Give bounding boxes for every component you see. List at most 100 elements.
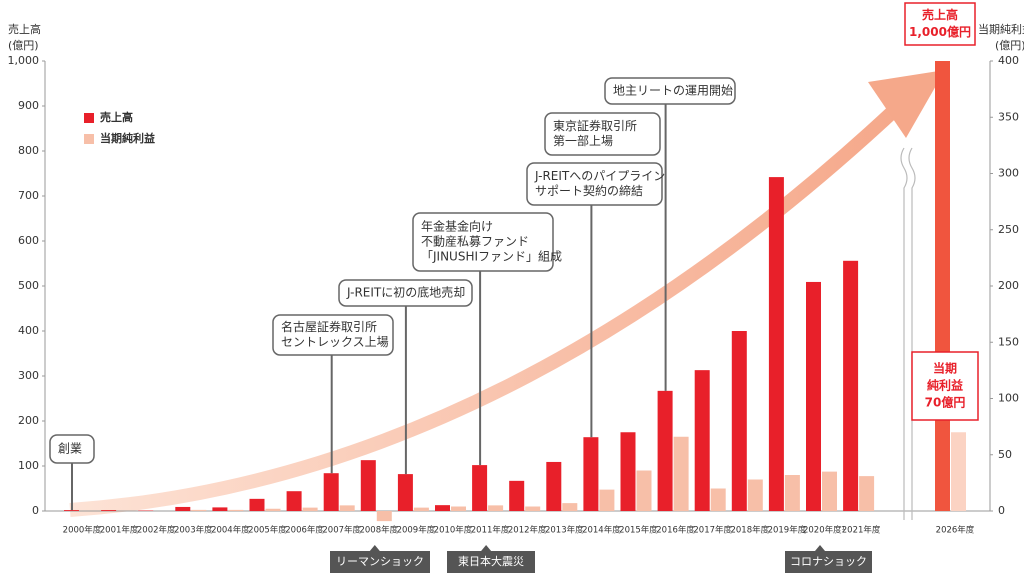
- y-tick-label: 400: [18, 324, 39, 337]
- bar: [376, 511, 392, 522]
- bar: [859, 476, 875, 511]
- y2-tick-label: 400: [998, 54, 1019, 67]
- bar: [673, 436, 689, 511]
- callout-text: 「JINUSHIファンド」組成: [421, 250, 562, 264]
- callout-text: サポート契約の締結: [535, 183, 643, 198]
- event-label: 東日本大震災: [458, 554, 524, 568]
- event-label: コロナショック: [790, 555, 867, 568]
- bar: [339, 505, 355, 511]
- bar: [694, 370, 710, 511]
- y-tick-label: 300: [18, 369, 39, 382]
- x-tick-label: 2020年度¹: [803, 525, 845, 536]
- x-tick-label: 2016年度: [656, 525, 695, 536]
- growth-arrowhead: [868, 70, 945, 138]
- x-tick-label: 2009年度: [397, 525, 436, 536]
- bar: [525, 506, 541, 511]
- callout-text: J-REITに初の底地売却: [346, 285, 465, 300]
- y2-tick-label: 100: [998, 392, 1019, 405]
- callout-text: 第一部上場: [553, 133, 613, 148]
- callout-text: 名古屋証券取引所: [281, 319, 377, 334]
- bar: [302, 507, 318, 511]
- bar: [323, 473, 339, 511]
- callout-box: [412, 212, 554, 272]
- legend-swatch: [84, 113, 94, 123]
- bar: [806, 281, 821, 511]
- event-pointer: [481, 545, 492, 551]
- y-axis-title: (億円): [8, 39, 39, 52]
- y2-tick-label: 50: [998, 448, 1012, 461]
- bar: [843, 260, 859, 511]
- y2-tick-label: 350: [998, 110, 1019, 123]
- x-tick-label: 2011年度: [471, 525, 510, 536]
- y2-tick-label: 200: [998, 279, 1019, 292]
- bar: [599, 489, 615, 511]
- callout-box: [272, 314, 394, 356]
- callout-text: 東京証券取引所: [553, 118, 637, 133]
- bar: [951, 432, 966, 511]
- y-tick-label: 800: [18, 144, 39, 157]
- y2-axis-title: 当期純利益: [978, 22, 1024, 36]
- legend-label: 売上高: [100, 110, 133, 124]
- bar: [397, 474, 413, 511]
- value-callout: [904, 2, 976, 46]
- event-box: [785, 551, 872, 573]
- x-tick-label: 2013年度: [545, 525, 584, 536]
- bar: [451, 506, 466, 511]
- x-tick-label: 2003年度: [174, 525, 213, 536]
- event-pointer: [815, 545, 825, 551]
- x-tick-label: 2017年度: [693, 525, 732, 536]
- bar: [620, 432, 636, 511]
- x-tick-label: 2015年度: [619, 525, 658, 536]
- x-tick-label: 2001年度: [100, 525, 139, 536]
- y2-tick-label: 150: [998, 335, 1019, 348]
- bar: [488, 505, 504, 511]
- x-tick-label: 2012年度: [508, 525, 547, 536]
- bar: [191, 509, 207, 511]
- bar: [546, 461, 562, 511]
- callout-box: [526, 162, 663, 206]
- axis-break: [900, 147, 916, 520]
- callout-text: セントレックス上場: [281, 335, 389, 349]
- x-tick-label: 2021年度: [842, 525, 881, 536]
- bar: [101, 510, 117, 511]
- bar: [935, 61, 950, 511]
- event-label: リーマンショック: [336, 555, 424, 568]
- bar: [747, 479, 763, 511]
- bar: [249, 498, 265, 511]
- y-axis-title: 売上高: [8, 22, 41, 36]
- bar: [360, 460, 376, 511]
- bar: [228, 509, 244, 511]
- x-tick-label: 2002年度: [137, 525, 176, 536]
- bar: [636, 470, 652, 511]
- callout-box: [338, 279, 473, 307]
- bar: [212, 507, 228, 511]
- bar: [583, 437, 599, 511]
- x-tick-label: 2018年度: [730, 525, 769, 536]
- callout-box: [49, 434, 95, 464]
- event-box: [330, 551, 430, 573]
- bar: [175, 506, 191, 511]
- event-pointer: [369, 545, 380, 551]
- callout-text: 不動産私募ファンド: [421, 234, 529, 249]
- y-tick-label: 500: [18, 279, 39, 292]
- bar: [822, 471, 837, 511]
- x-tick-label: 2004年度: [211, 525, 250, 536]
- y-tick-label: 1,000: [8, 54, 40, 67]
- x-tick-label: 2014年度: [582, 525, 621, 536]
- callout-text: 地主リートの運用開始: [613, 84, 733, 98]
- y-tick-label: 200: [18, 414, 39, 427]
- y-tick-label: 100: [18, 459, 39, 472]
- x-tick-label: 2010年度: [434, 525, 473, 536]
- callout-text: 創業: [58, 442, 82, 456]
- bar: [413, 507, 429, 511]
- value-callout: [911, 351, 979, 421]
- y2-tick-label: 250: [998, 223, 1019, 236]
- value-callout-text: 70億円: [925, 395, 966, 410]
- value-callout-text: 1,000億円: [909, 24, 971, 39]
- x-tick-label: 2008年度: [359, 525, 398, 536]
- bar: [784, 475, 800, 511]
- x-tick-label: 2007年度: [322, 525, 361, 536]
- value-callout-text: 売上高: [922, 7, 958, 22]
- value-callout-text: 当期: [933, 361, 957, 376]
